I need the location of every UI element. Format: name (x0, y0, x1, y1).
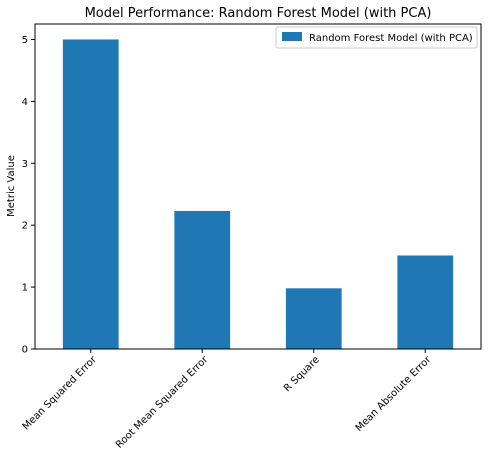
legend: Random Forest Model (with PCA) (275, 26, 478, 49)
y-tick-label-3: 3 (22, 159, 28, 170)
legend-swatch (282, 32, 302, 41)
chart-title: Model Performance: Random Forest Model (… (85, 6, 432, 21)
y-axis-label: Metric Value (6, 155, 17, 217)
bars-layer (62, 39, 454, 349)
y-tick-label-2: 2 (22, 221, 28, 232)
bar-1 (174, 210, 231, 349)
bar-2 (285, 288, 342, 349)
plot-frame (34, 23, 482, 350)
y-tick-label-4: 4 (22, 97, 28, 108)
legend-frame (275, 26, 478, 49)
y-axis-ticks: 0 1 2 3 4 5 (22, 35, 35, 356)
y-tick-label-5: 5 (22, 35, 28, 46)
y-tick-label-1: 1 (22, 283, 28, 294)
bar-3 (397, 255, 454, 349)
y-tick-label-0: 0 (22, 345, 28, 356)
legend-label: Random Forest Model (with PCA) (309, 33, 473, 44)
bar-0 (62, 39, 119, 349)
